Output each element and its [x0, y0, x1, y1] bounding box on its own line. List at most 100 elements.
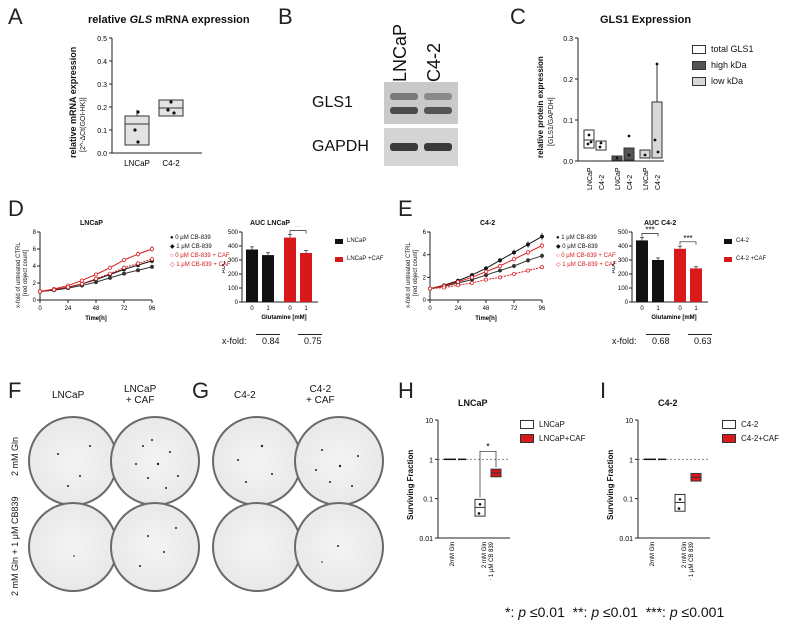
panel-e-xfold-label: x-fold: [612, 336, 637, 346]
panel-f-row-2: 2 mM Gln + 1 μM CB839 [10, 496, 20, 596]
panel-label-g: G [192, 378, 210, 403]
panel-label-e: E [398, 196, 413, 221]
blot-gapdh [384, 128, 458, 166]
data-point [108, 265, 112, 270]
point [133, 128, 137, 132]
data-point [498, 258, 502, 263]
plate-c42-cb839 [212, 502, 302, 592]
data-point [108, 271, 112, 276]
data-point [150, 247, 154, 251]
y-tick-label: 0 [625, 300, 629, 306]
x-tick-label: 0 [250, 306, 254, 312]
data-point [484, 269, 488, 274]
data-point [108, 275, 112, 280]
y-tick-label: 100 [228, 286, 239, 292]
panel-a-chart: 0.0 0.1 0.2 0.3 0.4 0.5 LNCaP C4-2 [97, 36, 202, 168]
panel-label-f: F [8, 378, 22, 403]
plate-lncap-caf-gln [110, 416, 200, 506]
x-tick-label: + 1 μM CB 839 [489, 541, 495, 580]
data-point [94, 276, 98, 281]
x-tick-label: LNCaP [587, 167, 594, 190]
y-tick-label: 500 [228, 230, 239, 236]
x-tick-label: 96 [539, 306, 546, 312]
data-point [66, 285, 70, 290]
data-point [498, 268, 502, 273]
y-tick-label: 200 [228, 272, 239, 278]
y-tick-label: 0.1 [97, 128, 107, 135]
y-tick-label: 0 [423, 298, 427, 304]
y-tick-label: 0.0 [97, 151, 107, 158]
data-point [80, 281, 84, 286]
divider [688, 334, 712, 335]
y-tick-label: 0.1 [423, 497, 433, 504]
significance-label: *** [683, 234, 692, 243]
y-tick-label: 0.3 [97, 82, 107, 89]
series-line [39, 248, 153, 292]
panel-c-ylabel: relative protein expression [536, 56, 545, 158]
significance-bracket [289, 230, 307, 234]
data-point [94, 280, 98, 285]
panel-h-chart: 10 1 0.1 0.01 * 2mM Gln 2 mM Gln + 1 μM CB 839 [419, 418, 510, 580]
panel-d-xfold-2: 0.75 [304, 336, 322, 346]
data-point [470, 275, 474, 280]
y-axis-label: AUC [612, 260, 617, 273]
panel-c-title: GLS1 Expression [600, 14, 692, 26]
legend-item: ○ 0 μM CB-839 + CAF [170, 253, 230, 259]
x-tick-label: 2mM Gln [450, 542, 456, 566]
panel-label-c: C [510, 4, 526, 29]
panel-d-title: LNCaP [80, 220, 103, 227]
legend-item: LNCaP [335, 238, 383, 244]
significance-label: *** [645, 226, 654, 234]
y-tick-label: 200 [618, 272, 629, 278]
divider [256, 334, 280, 335]
blot-row-gapdh: GAPDH [312, 138, 369, 155]
x-tick-label: 1 [656, 306, 660, 312]
data-point [498, 264, 502, 268]
y-tick-label: 0.3 [563, 36, 573, 43]
y-tick-label: 10 [625, 418, 633, 425]
data-point [512, 257, 516, 262]
plate-lncap-caf-cb839 [110, 502, 200, 592]
y-tick-label: 0.5 [97, 36, 107, 43]
data-point [484, 273, 488, 278]
legend-item: LNCaP +CAF [335, 256, 383, 262]
significance-label: * [486, 441, 490, 451]
data-point [136, 261, 140, 266]
panel-d-xfold-1: 0.84 [262, 336, 280, 346]
legend-item: C4-2 [724, 238, 766, 244]
x-tick-label: 72 [511, 306, 518, 312]
box-total-c42 [595, 140, 607, 151]
data-point [150, 257, 154, 262]
y-tick-label: 100 [618, 286, 629, 292]
bar [262, 255, 274, 302]
x-tick-label: 0 [38, 306, 42, 312]
y-tick-label: 4 [33, 264, 37, 270]
legend-item: ○ 0 μM CB-839 + CAF [556, 253, 616, 259]
y-tick-label: 400 [228, 244, 239, 250]
data-point [456, 279, 460, 284]
panel-d-xfold-label: x-fold: [222, 336, 247, 346]
panel-i-chart: 10 1 0.1 0.01 2mM Gln 2 mM Gln + 1 μM CB 839 [619, 418, 710, 580]
panel-e-xfold-2: 0.63 [694, 336, 712, 346]
x-tick-label: 2 mM Gln [482, 542, 488, 568]
point [169, 100, 173, 104]
x-tick-label: 0 [640, 306, 644, 312]
y-tick-label: 8 [33, 230, 37, 236]
legend-item: ● 0 μM CB-839 [170, 235, 211, 241]
data-point [678, 498, 682, 501]
bar [284, 237, 296, 302]
panel-e-auc-chart: 0 100 200 300 400 500 AUC 0 1 0 1 Glutamine [mM] ***… [612, 226, 708, 321]
data-point [428, 286, 432, 291]
plate-lncap-cb839 [28, 502, 118, 592]
panel-a-ysub: [2^-ΔCt(GOI-HK)] [80, 97, 87, 152]
x-tick-label: 96 [149, 306, 156, 312]
panel-e-auc-title: AUC C4-2 [644, 220, 677, 227]
y-tick-label: 0.01 [419, 536, 433, 543]
data-point [540, 234, 544, 239]
legend-item: ◇ 1 μM CB-839 + CAF [556, 262, 617, 268]
y-tick-label: 0 [33, 298, 37, 304]
legend-item: C4-2 +CAF [724, 256, 766, 262]
panel-e-xfold-1: 0.68 [652, 336, 670, 346]
x-tick-label: 48 [483, 306, 490, 312]
